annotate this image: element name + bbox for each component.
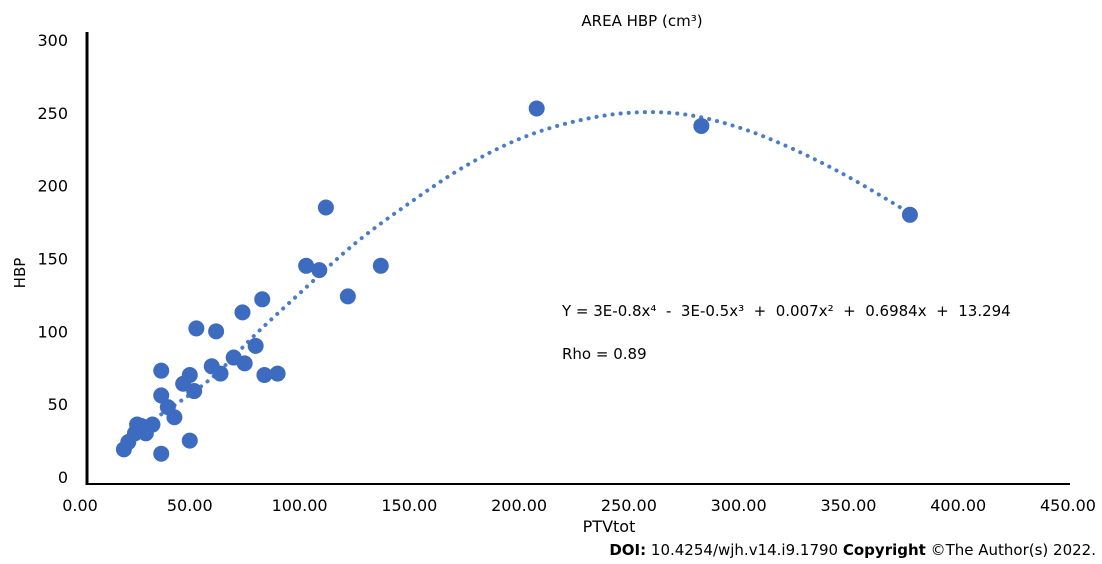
y-tick-label: 150	[37, 250, 68, 269]
data-points	[115, 100, 918, 462]
x-tick-label: 250.00	[601, 496, 657, 515]
data-point	[901, 206, 918, 223]
x-axis-ticks: 0.00 50.00 100.00 150.00 200.00 250.00 300.00 3…	[62, 496, 1096, 515]
data-point	[153, 362, 170, 379]
x-tick-label: 0.00	[62, 496, 98, 515]
data-point	[153, 445, 170, 462]
data-point	[236, 355, 253, 372]
x-tick-label: 150.00	[381, 496, 437, 515]
x-tick-label: 200.00	[491, 496, 547, 515]
data-point	[234, 304, 251, 321]
data-point	[256, 367, 273, 384]
doi-label: DOI:	[609, 541, 647, 559]
data-point	[269, 365, 286, 382]
y-tick-label: 200	[37, 177, 68, 196]
x-tick-label: 400.00	[930, 496, 986, 515]
data-point	[181, 367, 198, 384]
y-axis-label: HBP	[11, 258, 29, 289]
y-axis-ticks: 0 50 100 150 200 250 300	[37, 31, 68, 487]
data-point	[339, 288, 356, 305]
y-tick-label: 300	[37, 31, 68, 50]
x-tick-label: 450.00	[1040, 496, 1096, 515]
x-tick-label: 350.00	[820, 496, 876, 515]
data-point	[311, 262, 328, 279]
y-tick-label: 100	[37, 322, 68, 341]
data-point	[317, 199, 334, 216]
data-point	[372, 257, 389, 274]
data-point	[693, 117, 710, 134]
data-point	[153, 387, 170, 404]
data-point	[298, 257, 315, 274]
y-tick-label: 0	[58, 468, 68, 487]
x-tick-label: 50.00	[167, 496, 213, 515]
x-axis-label: PTVtot	[583, 517, 636, 536]
data-point	[166, 409, 183, 426]
doi-footer: DOI: 10.4254/wjh.v14.i9.1790 Copyright ©…	[609, 541, 1096, 559]
doi-value: 10.4254/wjh.v14.i9.1790	[646, 541, 843, 559]
y-tick-label: 250	[37, 104, 68, 123]
copyright-label: Copyright	[842, 541, 926, 559]
x-tick-label: 300.00	[711, 496, 767, 515]
data-point	[212, 365, 229, 382]
chart-title: AREA HBP (cm³)	[581, 12, 702, 30]
trendline-path	[159, 110, 910, 417]
equation-annotation: Y = 3E-0.8x⁴ - 3E-0.5x³ + 0.007x² + 0.69…	[561, 302, 1011, 320]
data-point	[247, 337, 264, 354]
x-tick-label: 100.00	[272, 496, 328, 515]
data-point	[181, 432, 198, 449]
data-point	[188, 320, 205, 337]
rho-annotation: Rho = 0.89	[562, 345, 647, 363]
copyright-value: ©The Author(s) 2022.	[925, 541, 1096, 559]
data-point	[186, 383, 203, 400]
data-point	[208, 323, 225, 340]
data-point	[144, 416, 161, 433]
data-point	[528, 100, 545, 117]
y-tick-label: 50	[48, 395, 68, 414]
data-point	[254, 291, 271, 308]
trendline	[159, 110, 910, 417]
